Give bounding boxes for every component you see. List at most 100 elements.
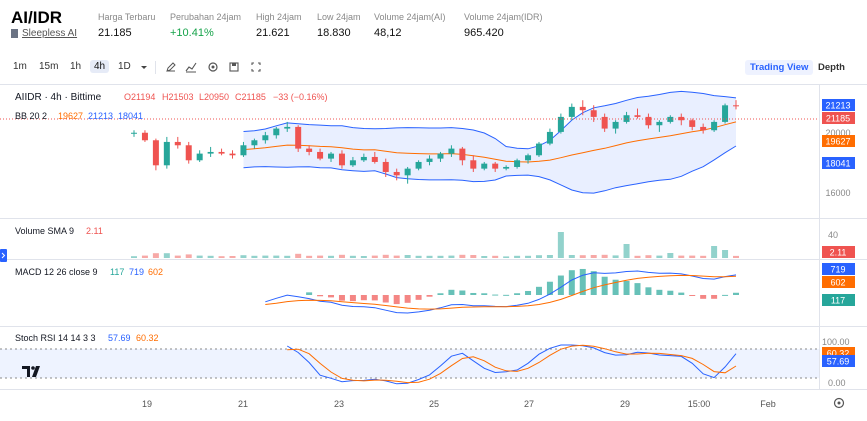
- volume-bar: [426, 255, 433, 258]
- volume-bar: [601, 254, 608, 258]
- candle: [273, 126, 280, 139]
- candle: [196, 150, 203, 162]
- bb-band-fill: [243, 91, 736, 194]
- settings-gear-icon[interactable]: [833, 397, 845, 409]
- volume-bar: [229, 256, 236, 258]
- view-trading-view[interactable]: Trading View: [745, 60, 814, 75]
- volume-bar: [393, 255, 400, 258]
- macd-hist-bar: [525, 290, 532, 295]
- stat-label: Volume 24jam(AI): [374, 12, 446, 22]
- candle: [317, 148, 324, 161]
- volume-bar: [503, 256, 510, 258]
- bb-upper-line: [243, 90, 737, 150]
- candle: [448, 145, 455, 157]
- ohlc-high: H21503: [162, 92, 194, 102]
- price-badge-basis-text: 19627: [825, 137, 850, 147]
- interval-1d[interactable]: 1D: [118, 61, 131, 72]
- candle: [152, 138, 159, 171]
- panel-expand-tab[interactable]: [0, 249, 7, 262]
- candle: [535, 141, 542, 157]
- volume-bar: [722, 250, 729, 258]
- volume-bar: [623, 244, 630, 258]
- candle: [262, 131, 269, 144]
- time-label: 25: [429, 399, 439, 409]
- pair-title: AI/IDR: [11, 8, 62, 27]
- macd-hist-bar: [557, 275, 564, 295]
- ohlc-low: L20950: [199, 92, 229, 102]
- macd-histogram-group: [306, 268, 739, 305]
- interval-4h[interactable]: 4h: [90, 60, 110, 73]
- candle: [141, 130, 148, 142]
- macd-hist-bar: [678, 292, 685, 295]
- time-label: 19: [142, 399, 152, 409]
- candle: [492, 161, 499, 172]
- volume-bar: [295, 253, 302, 258]
- settings-icon[interactable]: [206, 60, 220, 74]
- chart-container[interactable]: AIIDR · 4h · Bittime O21194 H21503 L2095…: [0, 84, 867, 415]
- view-depth[interactable]: Depth: [818, 62, 845, 73]
- candle: [284, 121, 291, 132]
- volume-bar: [470, 255, 477, 258]
- chevron-down-icon[interactable]: [137, 60, 151, 74]
- interval-1m[interactable]: 1m: [13, 61, 27, 72]
- interval-15m[interactable]: 15m: [39, 61, 59, 72]
- hist-badge-text: 117: [831, 296, 845, 306]
- volume-bar: [645, 255, 652, 258]
- stat-label: Low 24jam: [317, 12, 361, 22]
- candle: [711, 120, 718, 132]
- bb-legend-label: BB 20 2: [15, 111, 47, 121]
- volume-bar: [579, 255, 586, 258]
- macd-hist-bar: [437, 293, 444, 295]
- candle: [590, 105, 597, 122]
- price-badge-upper-text: 21213: [825, 101, 850, 111]
- chart-toolbar: 1m 15m 1h 4h 1D Trading View Depth: [0, 58, 867, 78]
- save-icon[interactable]: [227, 60, 241, 74]
- volume-bar: [306, 255, 313, 258]
- ohlc-close: C21185: [235, 92, 266, 102]
- volume-bar: [141, 255, 148, 258]
- stoch-band-fill: [0, 349, 819, 378]
- macd-hist-bar: [711, 295, 718, 299]
- time-label: 23: [334, 399, 344, 409]
- volume-bar: [711, 246, 718, 258]
- stoch-legend-label: Stoch RSI 14 14 3 3: [15, 333, 96, 343]
- candle: [328, 151, 335, 162]
- volume-bar: [481, 256, 488, 258]
- volume-bar: [251, 255, 258, 258]
- indicator-chart-icon[interactable]: [184, 60, 198, 74]
- volume-bar: [273, 255, 280, 258]
- pencil-icon[interactable]: [164, 60, 178, 74]
- macd-hist-bar: [700, 295, 707, 299]
- macd-hist-bar: [306, 292, 313, 295]
- volume-bar: [590, 255, 597, 258]
- signal-badge-text: 602: [830, 278, 845, 288]
- hist-badge: [822, 294, 855, 306]
- stat-value: +10.41%: [170, 27, 214, 39]
- volume-bar: [634, 255, 641, 258]
- candle: [568, 103, 575, 121]
- project-link[interactable]: Sleepless AI: [11, 28, 77, 39]
- project-name: Sleepless AI: [22, 28, 78, 39]
- candle: [131, 130, 137, 137]
- candle: [623, 111, 630, 124]
- macd-hist-bar: [481, 293, 488, 295]
- volume-bar: [349, 255, 356, 258]
- price-tick: 20000: [825, 128, 850, 138]
- price-badge-upper: [822, 99, 855, 111]
- symbol-legend: AIIDR · 4h · Bittime: [15, 92, 102, 103]
- ohlc-change: −33 (−0.16%): [273, 92, 328, 102]
- bb-basis-line: [243, 121, 737, 163]
- chevron-right-icon: [1, 252, 6, 259]
- time-label: 29: [620, 399, 630, 409]
- volume-bar: [689, 255, 696, 258]
- price-chart[interactable]: AIIDR · 4h · Bittime O21194 H21503 L2095…: [0, 85, 867, 416]
- interval-1h[interactable]: 1h: [70, 61, 82, 72]
- tradingview-logo[interactable]: [22, 366, 40, 377]
- candle: [174, 136, 181, 149]
- candle: [656, 120, 663, 132]
- macd-hist-bar: [328, 295, 335, 298]
- stoch-tick: 0.00: [828, 378, 846, 388]
- candle: [546, 128, 553, 146]
- fullscreen-icon[interactable]: [249, 60, 263, 74]
- bb-legend-lower: 18041: [118, 111, 143, 121]
